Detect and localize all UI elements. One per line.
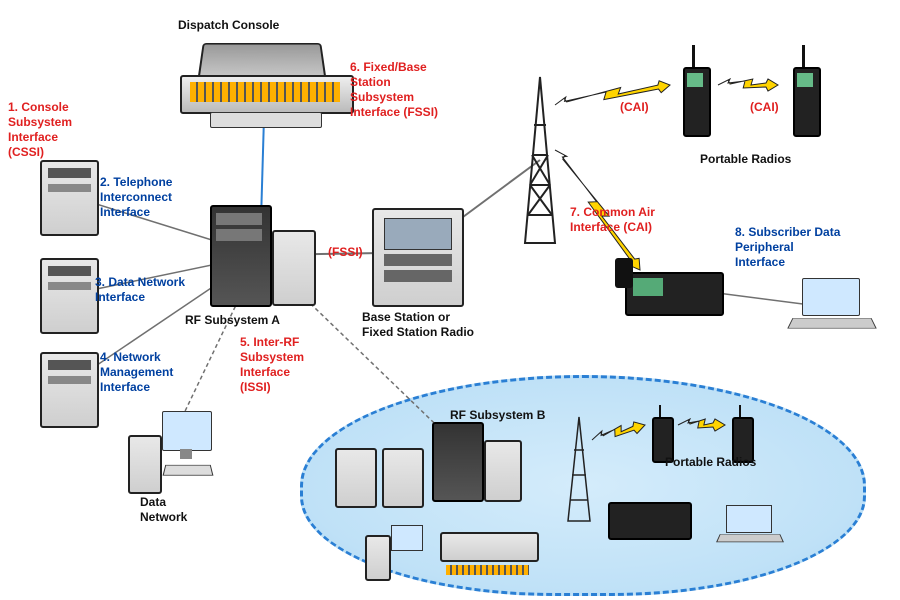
label-bs_title: Base Station or Fixed Station Radio	[362, 310, 474, 340]
pc-b1-icon	[365, 525, 423, 580]
label-l8: 8. Subscriber Data Peripheral Interface	[735, 225, 840, 270]
label-l5: 5. Inter-RF Subsystem Interface (ISSI)	[240, 335, 304, 395]
mobile-radio-icon	[615, 258, 730, 316]
laptop-icon	[790, 278, 872, 334]
label-pr_a: Portable Radios	[700, 152, 791, 167]
server-b1-icon	[335, 448, 377, 508]
server-data-network-icon	[40, 352, 99, 428]
label-cai1: (CAI)	[620, 100, 649, 115]
dispatch-b-icon	[440, 532, 535, 574]
portable-radio-b2-icon	[730, 405, 752, 460]
portable-radio-a2-icon	[790, 45, 820, 135]
server-telephone-icon	[40, 258, 99, 334]
data-network-pc-icon	[128, 405, 213, 490]
label-l1: 1. Console Subsystem Interface (CSSI)	[8, 100, 72, 160]
label-dn: Data Network	[140, 495, 187, 525]
server-b2-icon	[382, 448, 424, 508]
network-diagram: { "type": "network", "background_color":…	[0, 0, 900, 600]
label-l6: 6. Fixed/Base Station Subsystem Interfac…	[350, 60, 438, 120]
portable-radio-a1-icon	[680, 45, 710, 135]
laptop-b-icon	[718, 505, 780, 545]
tower-a-icon	[520, 75, 560, 245]
server-cssi-icon	[40, 160, 99, 236]
label-l7: 7. Common Air Interface (CAI)	[570, 205, 655, 235]
label-l4: 4. Network Management Interface	[100, 350, 173, 395]
label-l2: 2. Telephone Interconnect Interface	[100, 175, 172, 220]
rf-subsystem-b-icon	[432, 422, 520, 500]
label-pr_b: Portable Radios	[665, 455, 756, 470]
label-dispatch_title: Dispatch Console	[178, 18, 279, 33]
label-rfb_title: RF Subsystem B	[450, 408, 545, 423]
rf-subsystem-a-icon	[210, 205, 315, 305]
label-cai2: (CAI)	[750, 100, 779, 115]
tower-b-icon	[565, 415, 593, 523]
label-l3: 3. Data Network Interface	[95, 275, 185, 305]
portable-radio-b1-icon	[650, 405, 672, 460]
label-rfa_title: RF Subsystem A	[185, 313, 280, 328]
mobile-b-icon	[608, 502, 688, 540]
dispatch-console-icon	[180, 40, 350, 130]
label-fssi: (FSSI)	[328, 245, 363, 260]
base-station-icon	[372, 208, 464, 307]
